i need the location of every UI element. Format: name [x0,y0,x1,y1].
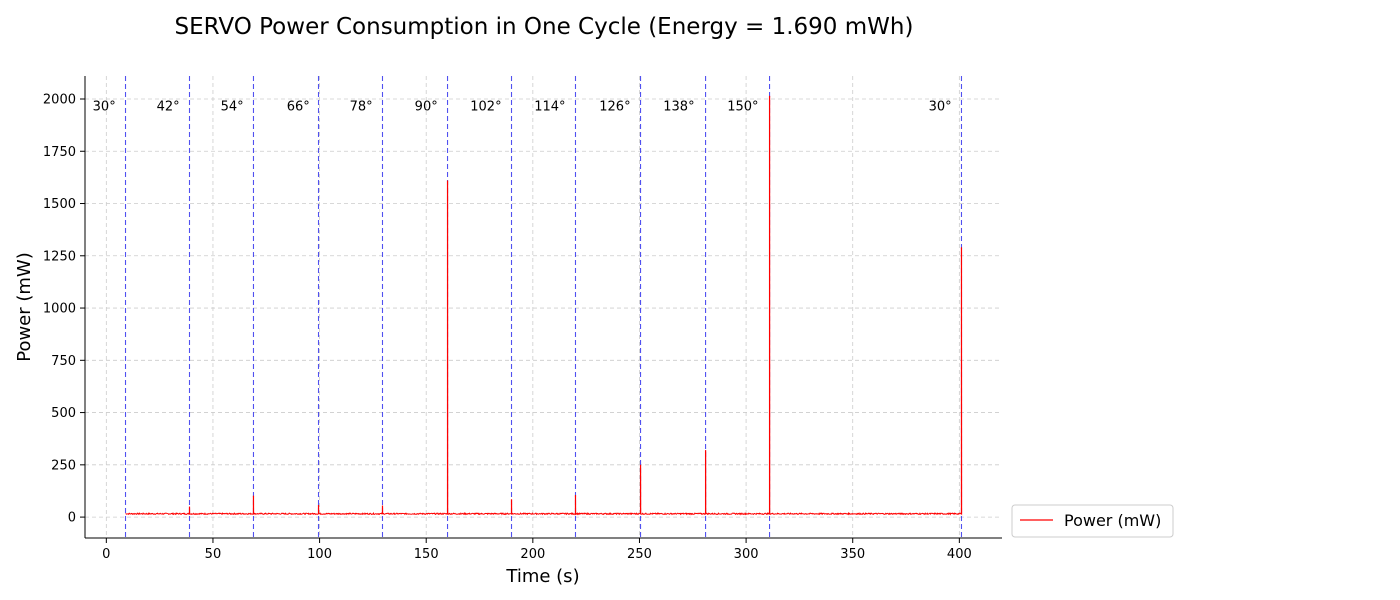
x-tick-label: 200 [520,547,545,562]
angle-label: 90° [415,99,438,114]
legend-box [1011,504,1174,538]
y-tick-label: 1750 [43,145,76,160]
angle-label: 42° [157,99,180,114]
y-tick-label: 0 [68,511,76,526]
angle-label: 126° [599,99,630,114]
angle-label: 102° [470,99,501,114]
y-tick-label: 250 [51,458,76,473]
y-tick-label: 1500 [43,197,76,212]
y-tick-label: 1250 [43,249,76,264]
legend: Power (mW) [1011,504,1174,538]
y-tick-label: 1000 [43,302,76,317]
x-tick-label: 400 [947,547,972,562]
y-tick-label: 2000 [43,92,76,107]
axes [80,76,1002,543]
angle-label: 138° [663,99,694,114]
y-tick-label: 500 [51,406,76,421]
phase-divider-lines [124,76,963,538]
x-axis-label: Time (s) [505,566,579,587]
x-tick-label: 50 [205,547,222,562]
legend-label: Power (mW) [1064,511,1161,530]
grid [85,76,1002,538]
angle-label: 78° [350,99,373,114]
tick-labels: 0 50 100 150 200 250 300 350 400 0 250 500 750 1000 12… [43,92,972,562]
angle-labels: 30° 42° 54° 66° 78° 90° 102° 114° 126° 138° 150° 30… [93,99,952,114]
angle-label: 54° [221,99,244,114]
series-layer [125,95,963,516]
power-series-line [125,95,963,516]
x-tick-label: 100 [307,547,332,562]
chart-title: SERVO Power Consumption in One Cycle (En… [175,14,914,40]
x-tick-label: 150 [414,547,439,562]
x-tick-label: 0 [102,547,110,562]
y-axis-label: Power (mW) [14,252,35,362]
angle-label: 30° [93,99,116,114]
angle-label: 114° [534,99,565,114]
y-tick-label: 750 [51,354,76,369]
x-tick-label: 350 [840,547,865,562]
x-tick-label: 300 [734,547,759,562]
angle-label: 66° [287,99,310,114]
angle-label: 30° [929,99,952,114]
angle-label: 150° [727,99,758,114]
x-tick-label: 250 [627,547,652,562]
